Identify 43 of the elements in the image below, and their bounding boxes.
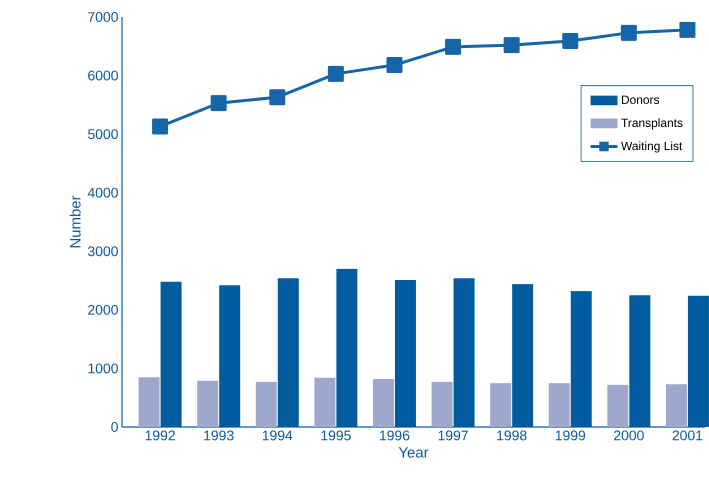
legend-label: Donors — [622, 96, 660, 104]
bar — [666, 384, 687, 427]
point — [445, 38, 462, 55]
x-tick-label: 1994 — [262, 430, 292, 440]
x-tick-label: 2001 — [672, 430, 702, 440]
bar — [314, 378, 336, 427]
legend-label: Transplants — [621, 118, 683, 130]
y-tick-label: 5000 — [88, 129, 118, 140]
bar — [256, 382, 277, 427]
point — [386, 57, 402, 74]
point — [269, 89, 286, 106]
point — [210, 95, 227, 112]
x-tick-label: 1997 — [438, 430, 468, 440]
point — [620, 24, 637, 41]
y-tick-label: 0 — [111, 422, 118, 432]
bar — [432, 382, 453, 427]
legend-label: Waiting List — [621, 141, 682, 153]
point — [562, 33, 578, 50]
point — [328, 66, 344, 82]
x-tick-label: 1999 — [556, 430, 586, 440]
y-tick-label: 1000 — [88, 363, 118, 374]
y-axis-title: Number — [70, 196, 81, 248]
x-tick-label: 1992 — [146, 430, 175, 440]
x-tick-label: 1998 — [497, 430, 527, 440]
y-tick-label: 3000 — [88, 246, 118, 256]
x-tick-label: 1995 — [321, 430, 351, 440]
bar — [138, 377, 160, 427]
y-tick-label: 6000 — [88, 70, 118, 81]
y-tick-label: 4000 — [88, 188, 118, 198]
bar — [490, 383, 512, 427]
x-axis-title: Year — [398, 447, 428, 458]
bar — [197, 380, 218, 427]
point — [152, 118, 168, 135]
x-tick-label: 1996 — [380, 430, 410, 440]
point — [679, 22, 696, 38]
bar — [607, 384, 628, 427]
point — [504, 37, 520, 54]
bar — [548, 383, 570, 427]
bar — [372, 378, 394, 427]
x-tick-label: 2000 — [614, 430, 644, 440]
y-tick-label: 7000 — [88, 12, 118, 22]
x-tick-label: 1993 — [204, 430, 234, 440]
y-tick-label: 2000 — [88, 304, 118, 315]
